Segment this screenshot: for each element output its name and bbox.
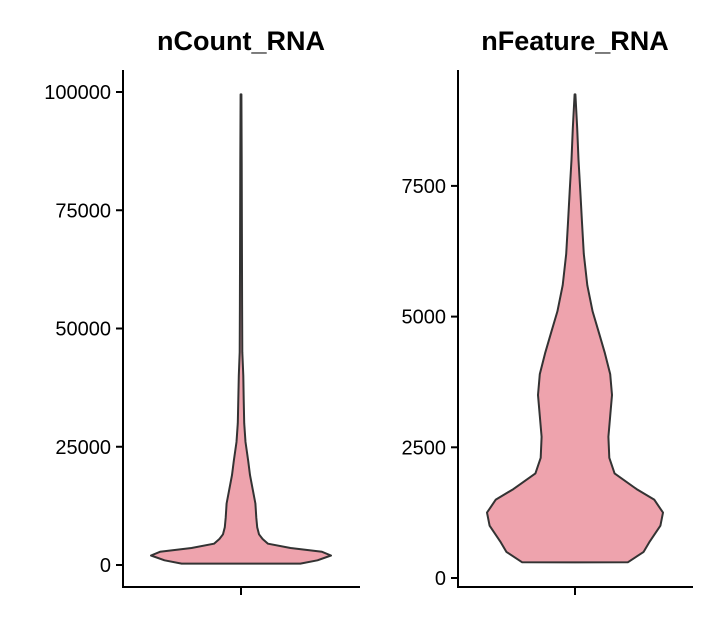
y-tick-label: 100000 — [44, 82, 111, 104]
violin-shape — [150, 93, 332, 565]
y-tick-label: 50000 — [55, 319, 111, 341]
panel-nfeature: nFeature_RNA 0 2500 5000 7500 — [402, 26, 693, 595]
y-tick-label: 7500 — [402, 176, 447, 198]
y-tick-label: 0 — [435, 568, 446, 590]
y-tick-label: 75000 — [55, 200, 111, 222]
y-tick-label: 2500 — [402, 437, 447, 459]
panel-title: nCount_RNA — [157, 26, 325, 56]
panel-title: nFeature_RNA — [481, 26, 669, 56]
violin-shape — [486, 93, 664, 564]
y-tick-label: 25000 — [55, 437, 111, 459]
y-tick-label: 0 — [100, 555, 111, 577]
panel-ncount: nCount_RNA 0 25000 50000 75000 100000 — [44, 26, 360, 595]
y-tick-label: 5000 — [402, 307, 447, 329]
